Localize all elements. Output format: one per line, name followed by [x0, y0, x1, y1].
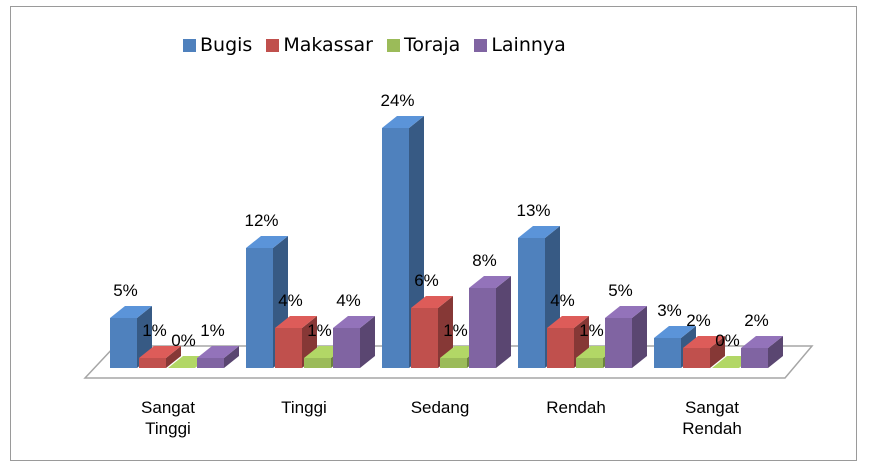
x-tick-label: Tinggi: [281, 398, 327, 417]
data-label: 1%: [142, 321, 167, 340]
bar-front: [605, 318, 632, 368]
bar-top: [333, 316, 375, 328]
bar-front: [110, 318, 137, 368]
data-label: 1%: [579, 321, 604, 340]
bar-top: [411, 296, 453, 308]
bar-front: [683, 348, 710, 368]
legend-label: Toraja: [403, 34, 461, 56]
data-label: 8%: [472, 251, 497, 270]
legend-item: Bugis: [183, 34, 252, 56]
data-label: 1%: [307, 321, 332, 340]
chart-frame: [10, 6, 857, 461]
data-label: 5%: [113, 281, 138, 300]
data-label: 2%: [686, 311, 711, 330]
data-label: 5%: [608, 281, 633, 300]
bar: [275, 316, 317, 368]
bar-side: [710, 336, 725, 368]
x-tick-label: Sedang: [410, 398, 470, 417]
legend-swatch: [474, 38, 488, 52]
bar-top: [605, 306, 647, 318]
bar: [197, 346, 239, 368]
data-label: 1%: [443, 321, 468, 340]
legend: Bugis Makassar Toraja Lainnya: [183, 34, 566, 56]
legend-label: Bugis: [200, 34, 253, 56]
legend-item: Toraja: [386, 34, 461, 56]
data-label: 12%: [244, 211, 278, 230]
bar-side: [166, 346, 181, 368]
bar-top: [547, 316, 589, 328]
legend-swatch: [386, 38, 400, 52]
bar-top: [469, 276, 511, 288]
bar: [605, 306, 647, 368]
bar-side: [632, 306, 647, 368]
bar-side: [438, 296, 453, 368]
x-tick-label: Sangat Tinggi: [141, 398, 195, 438]
bar-front: [333, 328, 360, 368]
legend-swatch: [183, 38, 196, 52]
bar-side: [360, 316, 375, 368]
bar-front: [469, 288, 496, 368]
legend-item: Makassar: [266, 34, 373, 56]
bar-side: [496, 276, 511, 368]
bar-front: [518, 238, 545, 368]
bar: [411, 296, 453, 368]
data-label: 2%: [744, 311, 769, 330]
data-label: 13%: [516, 201, 550, 220]
bar-top: [683, 336, 725, 348]
bar-front: [654, 338, 681, 368]
data-label: 0%: [171, 331, 196, 350]
bar-side: [768, 336, 783, 368]
bar: [741, 336, 783, 368]
bar-front: [576, 358, 603, 368]
bar-front: [139, 358, 166, 368]
bar-front: [411, 308, 438, 368]
bar-front: [741, 348, 768, 368]
bar: [139, 346, 181, 368]
bar-side: [224, 346, 239, 368]
bar-top: [110, 306, 152, 318]
bar-top: [246, 236, 288, 248]
data-label: 3%: [657, 301, 682, 320]
bar-front: [246, 248, 273, 368]
bar-front: [197, 358, 224, 368]
data-label: 4%: [278, 291, 303, 310]
data-label: 24%: [380, 91, 414, 110]
bar-top: [382, 116, 424, 128]
data-label: 4%: [550, 291, 575, 310]
legend-item: Lainnya: [474, 34, 566, 56]
legend-swatch: [266, 38, 280, 52]
data-label: 1%: [200, 321, 225, 340]
bar-top: [654, 326, 696, 338]
legend-label: Lainnya: [491, 34, 566, 56]
bar-top: [741, 336, 783, 348]
bar-front: [275, 328, 302, 368]
bar-front: [382, 128, 409, 368]
bar-front: [304, 358, 331, 368]
bar-front: [547, 328, 574, 368]
bar-top: [197, 346, 239, 358]
bar-top: [518, 226, 560, 238]
bar-top: [275, 316, 317, 328]
bar-top: [139, 346, 181, 358]
legend-label: Makassar: [283, 34, 373, 56]
bar-front: [440, 358, 467, 368]
x-tick-label: Rendah: [546, 398, 606, 417]
bar: [333, 316, 375, 368]
data-label: 6%: [414, 271, 439, 290]
x-tick-label: Sangat Rendah: [682, 398, 742, 438]
bar: [547, 316, 589, 368]
bar: [683, 336, 725, 368]
data-label: 0%: [715, 331, 740, 350]
data-label: 4%: [336, 291, 361, 310]
bar: [469, 276, 511, 368]
